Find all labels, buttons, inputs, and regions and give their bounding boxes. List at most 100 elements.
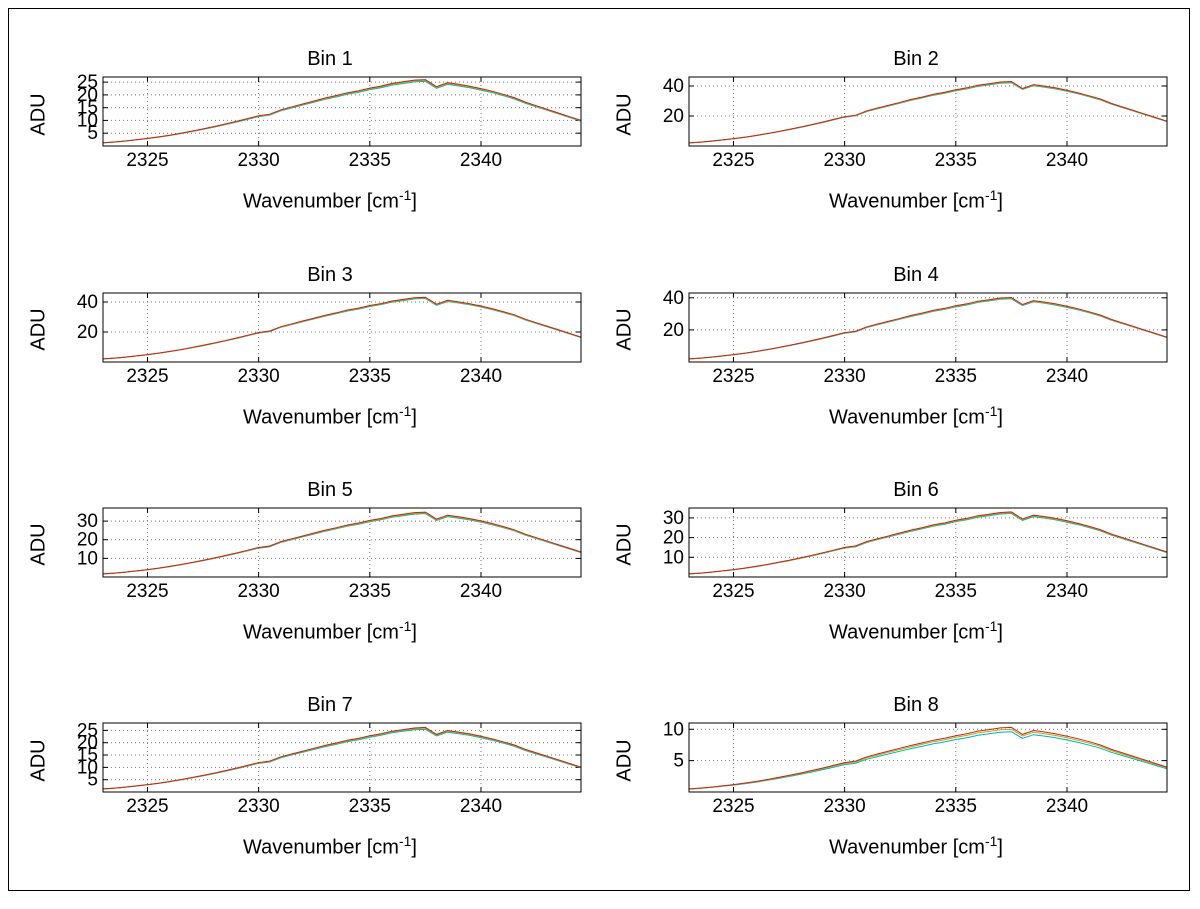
subplot-title: Bin 4 [893, 263, 939, 286]
x-tick-label: 2330 [823, 150, 865, 171]
x-axis-label-text: Wavenumber [cm [243, 621, 399, 644]
y-tick-label: 10 [663, 720, 684, 740]
subplot-bin-8: Bin 8 ADU 2325 2330 2335 2340 5 10 Wavenumber… [599, 669, 1185, 884]
x-axis-label-exponent: -1 [984, 833, 998, 850]
x-axis-label: Wavenumber [cm-1] [63, 614, 597, 645]
spectrum-curve-olive [102, 80, 582, 144]
y-axis-label: ADU [613, 74, 637, 154]
spectrum-curve-olive [688, 297, 1168, 359]
y-axis-label: ADU [613, 720, 637, 800]
spectrum-curve-cyan [688, 82, 1168, 144]
plot-row: ADU 2325 2330 2335 2340 5 10 15 20 25 [27, 720, 585, 826]
y-tick-label: 15 [77, 745, 98, 766]
spectrum-curve-red [102, 726, 582, 790]
x-axis-label-close: ] [411, 406, 417, 429]
plot-row: ADU 2325 2330 2335 2340 20 40 [613, 290, 1171, 396]
plot-area-bin-4: 2325 2330 2335 2340 20 40 [663, 290, 1168, 387]
spectrum-curve-cyan [102, 728, 582, 790]
y-tick-label: 5 [87, 123, 98, 144]
subplot-bin-3: Bin 3 ADU 2325 2330 2335 2340 20 40 Wavenumbe… [13, 238, 599, 453]
spectrum-curve-olive [102, 727, 582, 790]
x-axis-label-exponent: -1 [398, 833, 412, 850]
x-axis-label-close: ] [997, 836, 1003, 859]
y-axis-label: ADU [613, 505, 637, 585]
y-axis-label: ADU [613, 290, 637, 370]
x-tick-label: 2340 [1046, 581, 1088, 602]
x-tick-label: 2335 [349, 366, 391, 387]
x-tick-label: 2335 [349, 581, 391, 602]
x-axis-label-exponent: -1 [984, 402, 998, 419]
spectrum-curve-red [102, 79, 582, 144]
x-tick-label: 2330 [823, 366, 865, 387]
x-tick-label: 2335 [935, 796, 977, 817]
axes-box [102, 722, 582, 793]
y-tick-label: 20 [663, 319, 684, 340]
subplot-bin-2: Bin 2 ADU 2325 2330 2335 2340 20 40 Wavenumbe… [599, 23, 1185, 238]
x-tick-label: 2325 [126, 796, 168, 817]
x-axis-label-close: ] [411, 621, 417, 644]
y-axis-label-text: ADU [27, 523, 50, 566]
x-tick-label: 2325 [712, 581, 754, 602]
x-tick-label: 2335 [935, 581, 977, 602]
axes-box [688, 507, 1168, 578]
matlab-figure: Bin 1 ADU 2325 2330 2335 2340 5 10 15 20 25 Wave… [8, 8, 1190, 891]
subplot-bin-6: Bin 6 ADU 2325 2330 2335 2340 10 20 30 Wavenum… [599, 454, 1185, 669]
y-tick-label: 40 [77, 292, 98, 313]
x-axis-label: Wavenumber [cm-1] [649, 183, 1183, 214]
spectrum-curve-red [688, 726, 1168, 790]
x-tick-label: 2340 [460, 366, 502, 387]
x-axis-label: Wavenumber [cm-1] [63, 183, 597, 214]
y-tick-label: 10 [663, 547, 684, 568]
y-tick-label: 20 [663, 527, 684, 548]
y-tick-label: 20 [77, 529, 98, 550]
y-tick-label: 10 [77, 757, 98, 778]
y-tick-label: 30 [77, 511, 98, 532]
x-axis-label-exponent: -1 [984, 187, 998, 204]
x-axis-label: Wavenumber [cm-1] [63, 399, 597, 430]
y-axis-label-text: ADU [27, 93, 50, 136]
x-axis-label-exponent: -1 [398, 402, 412, 419]
x-tick-label: 2325 [126, 581, 168, 602]
y-tick-label: 40 [663, 76, 684, 97]
y-tick-label: 20 [663, 106, 684, 127]
x-axis-label-text: Wavenumber [cm [829, 836, 985, 859]
subplot-title: Bin 1 [307, 48, 353, 71]
x-axis-label: Wavenumber [cm-1] [649, 399, 1183, 430]
plot-area-bin-8: 2325 2330 2335 2340 5 10 [663, 720, 1168, 817]
y-axis-label: ADU [27, 290, 51, 370]
spectrum-curve-cyan [102, 297, 582, 359]
y-axis-label-text: ADU [27, 308, 50, 351]
plot-area-bin-3: 2325 2330 2335 2340 20 40 [77, 292, 582, 387]
y-tick-label: 20 [77, 322, 98, 343]
subplot-bin-5: Bin 5 ADU 2325 2330 2335 2340 10 20 30 Wavenum… [13, 454, 599, 669]
spectrum-curve-red [688, 81, 1168, 144]
plot-row: ADU 2325 2330 2335 2340 10 20 30 [613, 505, 1171, 611]
axes-box [688, 292, 1168, 363]
plot-row: ADU 2325 2330 2335 2340 20 40 [613, 74, 1171, 180]
y-tick-label: 40 [663, 290, 684, 309]
y-axis-label-text: ADU [613, 93, 636, 136]
x-tick-label: 2325 [712, 366, 754, 387]
x-axis-label-text: Wavenumber [cm [829, 190, 985, 213]
spectrum-curve-olive [102, 296, 582, 359]
y-tick-label: 20 [77, 733, 98, 754]
y-tick-label: 30 [663, 508, 684, 529]
x-axis-label-exponent: -1 [984, 617, 998, 634]
plot-area-bin-2: 2325 2330 2335 2340 20 40 [663, 76, 1168, 171]
spectrum-curve-olive [688, 511, 1168, 575]
subplot-title: Bin 2 [893, 48, 939, 71]
axes-box [102, 292, 582, 363]
subplot-bin-7: Bin 7 ADU 2325 2330 2335 2340 5 10 15 20 25 Wave… [13, 669, 599, 884]
x-tick-label: 2325 [126, 150, 168, 171]
x-axis-label-text: Wavenumber [cm [829, 621, 985, 644]
x-tick-label: 2340 [460, 581, 502, 602]
y-tick-label: 10 [77, 111, 98, 132]
x-tick-label: 2335 [349, 150, 391, 171]
axes-box [688, 722, 1168, 793]
x-tick-label: 2335 [935, 366, 977, 387]
x-axis-label: Wavenumber [cm-1] [649, 829, 1183, 860]
y-tick-label: 20 [77, 85, 98, 106]
